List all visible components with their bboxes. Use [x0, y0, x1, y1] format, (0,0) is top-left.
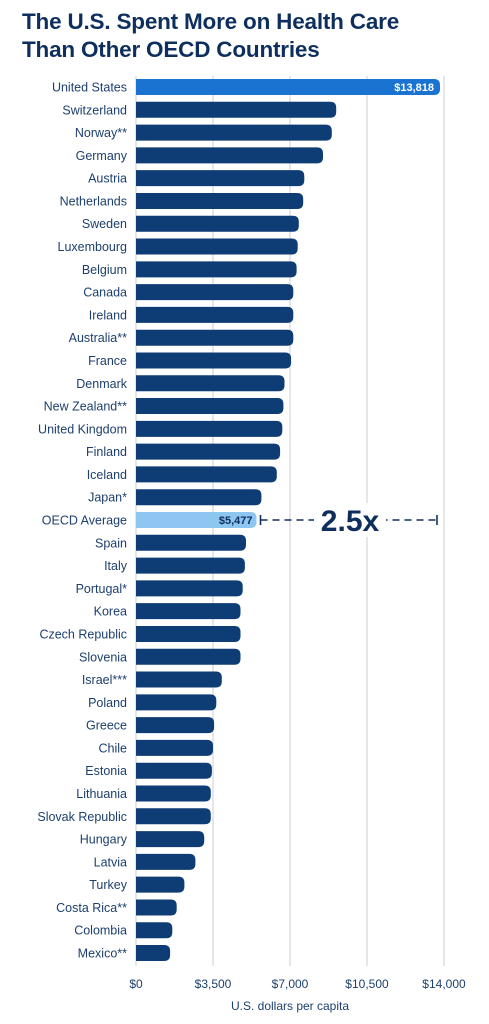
x-tick-label: $0	[129, 977, 143, 991]
bar	[136, 876, 185, 893]
category-label: Israel***	[82, 673, 127, 687]
category-label: Australia**	[69, 331, 127, 345]
category-label: Luxembourg	[58, 240, 128, 254]
category-label: France	[88, 354, 127, 368]
category-label: United States	[52, 81, 127, 95]
bar	[136, 739, 213, 756]
bar	[136, 762, 212, 779]
category-label: Germany	[76, 149, 128, 163]
annotation-text-background	[314, 503, 386, 538]
category-label: Turkey	[89, 878, 127, 892]
category-label: Iceland	[87, 468, 127, 482]
x-tick-label: $14,000	[422, 977, 466, 991]
category-label: Estonia	[85, 764, 127, 778]
category-label: Finland	[86, 445, 127, 459]
category-label: Lithuania	[76, 787, 127, 801]
category-label: Ireland	[89, 308, 127, 322]
bar	[136, 717, 215, 734]
category-label: Korea	[94, 605, 127, 619]
chart-title: The U.S. Spent More on Health Care Than …	[22, 8, 482, 64]
category-label: Austria	[88, 172, 127, 186]
category-label: Latvia	[94, 855, 127, 869]
annotation-multiplier: 2.5x	[321, 505, 380, 538]
bar	[136, 808, 211, 825]
bar	[136, 534, 246, 551]
bar	[136, 512, 257, 529]
bar	[136, 557, 245, 574]
bar	[136, 261, 297, 278]
bar	[136, 375, 285, 392]
bar	[136, 694, 217, 711]
category-label: Denmark	[76, 377, 127, 391]
category-label: Italy	[104, 559, 128, 573]
data-label: $13,818	[394, 82, 434, 94]
bar	[136, 398, 284, 415]
bar	[136, 284, 294, 301]
bar	[136, 443, 281, 460]
bar	[136, 215, 299, 232]
bar	[136, 831, 205, 848]
bar	[136, 329, 294, 346]
category-label: Hungary	[80, 833, 128, 847]
category-label: Colombia	[74, 924, 127, 938]
category-label: OECD Average	[42, 514, 127, 528]
chart-title-line-2: Than Other OECD Countries	[22, 37, 320, 62]
category-label: Switzerland	[62, 103, 127, 117]
category-label: Sweden	[82, 217, 127, 231]
category-label: Japan*	[88, 491, 127, 505]
bar	[136, 785, 211, 802]
bar	[136, 580, 243, 597]
x-tick-label: $7,000	[272, 977, 309, 991]
category-label: Costa Rica**	[56, 901, 127, 915]
bar	[136, 671, 222, 688]
bar	[136, 192, 304, 209]
bar	[136, 124, 332, 141]
data-label: $5,477	[219, 515, 253, 527]
category-label: Slovenia	[79, 650, 127, 664]
category-label: Mexico**	[78, 947, 127, 961]
bar	[136, 625, 241, 642]
category-label: United Kingdom	[38, 422, 127, 436]
x-tick-label: $3,500	[195, 977, 232, 991]
bar	[136, 489, 262, 506]
category-label: Belgium	[82, 263, 127, 277]
category-label: Netherlands	[60, 194, 127, 208]
bar	[136, 466, 277, 483]
chart-title-line-1: The U.S. Spent More on Health Care	[22, 9, 400, 34]
bar	[136, 945, 171, 962]
category-label: Poland	[88, 696, 127, 710]
bar	[136, 101, 337, 118]
bar	[136, 306, 294, 323]
category-label: Portugal*	[76, 582, 128, 596]
x-tick-label: $10,500	[345, 977, 389, 991]
category-label: Canada	[83, 286, 127, 300]
bar	[136, 899, 177, 916]
category-label: Chile	[99, 741, 128, 755]
bar	[136, 603, 241, 620]
bar	[136, 170, 305, 187]
bar	[136, 922, 173, 939]
bar	[136, 79, 440, 95]
category-label: Czech Republic	[39, 627, 127, 641]
bar	[136, 648, 241, 665]
category-label: Norway**	[75, 126, 127, 140]
category-label: Greece	[86, 719, 127, 733]
category-label: New Zealand**	[44, 400, 128, 414]
x-axis-title: U.S. dollars per capita	[231, 999, 349, 1013]
bar	[136, 853, 196, 870]
bar	[136, 420, 283, 437]
category-label: Slovak Republic	[37, 810, 127, 824]
bar	[136, 352, 292, 369]
bar	[136, 238, 298, 255]
category-label: Spain	[95, 536, 127, 550]
bar	[136, 147, 323, 164]
